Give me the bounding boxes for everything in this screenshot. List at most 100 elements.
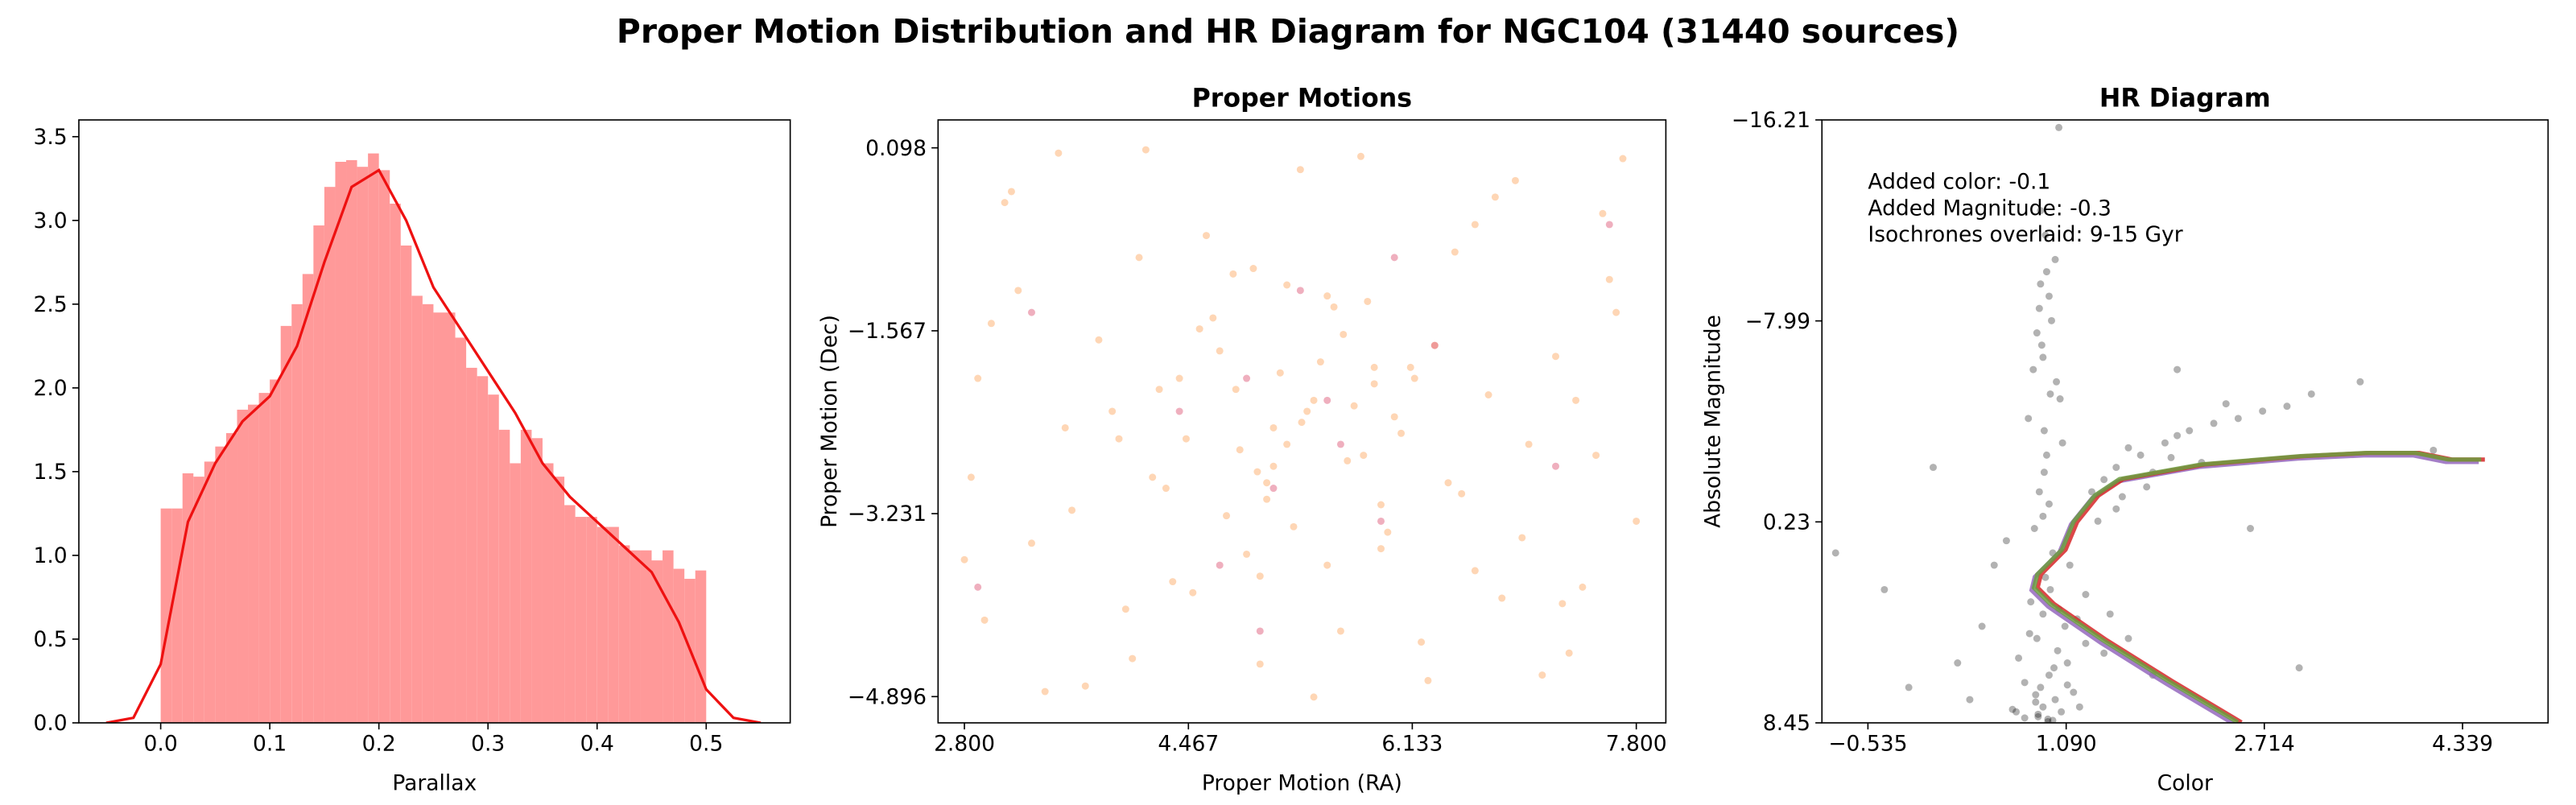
y-tick-label: −7.99 xyxy=(1745,309,1810,334)
point xyxy=(2174,365,2182,374)
bar xyxy=(608,526,619,723)
annotation: Added Magnitude: -0.3 xyxy=(1868,196,2111,221)
bar xyxy=(444,312,456,723)
y-tick-label: 2.5 xyxy=(34,292,68,317)
point xyxy=(2015,654,2023,662)
point xyxy=(1055,149,1063,157)
point xyxy=(2050,664,2058,672)
bar xyxy=(586,517,597,723)
point xyxy=(2161,439,2169,447)
point xyxy=(2025,630,2033,638)
bar xyxy=(204,461,216,723)
panel: 2.800 4.467 6.133 7.800 0.098 −1.567 −3.231 −4.… xyxy=(817,85,1667,796)
point xyxy=(1007,188,1015,196)
point xyxy=(1283,281,1291,289)
y-tick-label: 0.0 xyxy=(34,711,68,736)
bar xyxy=(400,246,412,723)
bar xyxy=(510,463,521,723)
point xyxy=(2040,469,2048,477)
point xyxy=(1027,308,1035,316)
bar xyxy=(378,170,390,723)
point xyxy=(2021,679,2029,687)
point xyxy=(1310,693,1318,701)
point xyxy=(2013,708,2021,716)
point xyxy=(1336,440,1344,448)
point xyxy=(2033,634,2041,642)
bar xyxy=(237,409,249,723)
point xyxy=(1155,386,1163,394)
bar xyxy=(225,433,237,723)
point xyxy=(1149,473,1157,481)
point xyxy=(2002,537,2010,545)
point xyxy=(2042,268,2050,276)
y-tick-label: −1.567 xyxy=(848,319,927,344)
axes-frame xyxy=(78,119,791,724)
point xyxy=(1364,297,1372,305)
x-tick-label: 4.467 xyxy=(1158,732,1219,757)
y-tick-label: 0.23 xyxy=(1763,510,1810,535)
point xyxy=(1243,550,1251,558)
x-axis-label: Color xyxy=(2157,771,2213,796)
point xyxy=(1209,314,1217,322)
point xyxy=(960,555,968,564)
point xyxy=(2075,703,2083,711)
point xyxy=(1498,594,1506,602)
point xyxy=(2042,451,2050,459)
point xyxy=(1310,396,1318,404)
bar xyxy=(630,550,641,723)
point xyxy=(2259,407,2267,415)
point xyxy=(2045,292,2053,300)
point xyxy=(2118,493,2126,501)
y-tick-label: 3.0 xyxy=(34,208,68,233)
bar xyxy=(663,550,674,723)
point xyxy=(1303,407,1311,415)
point xyxy=(2040,427,2048,435)
point xyxy=(2283,402,2291,411)
point xyxy=(1203,232,1210,240)
bar xyxy=(357,167,369,723)
bar xyxy=(640,550,652,723)
y-tick-label: 2.0 xyxy=(34,376,68,401)
point xyxy=(1377,545,1385,553)
bar xyxy=(193,477,204,723)
point xyxy=(1243,374,1251,382)
point xyxy=(2032,691,2040,699)
y-tick-label: 0.098 xyxy=(865,136,927,161)
point xyxy=(1290,522,1298,530)
point xyxy=(1323,292,1331,300)
bar xyxy=(651,560,663,723)
point xyxy=(1552,462,1559,470)
point xyxy=(1558,600,1567,608)
point xyxy=(2112,505,2120,513)
point xyxy=(2082,639,2090,647)
point xyxy=(1298,419,1306,427)
point xyxy=(1605,275,1613,283)
axes-frame xyxy=(937,119,1667,724)
point xyxy=(1296,166,1304,174)
point xyxy=(1229,270,1237,278)
bar xyxy=(477,376,489,723)
point xyxy=(2044,715,2052,723)
bar xyxy=(520,429,532,723)
point xyxy=(1397,429,1406,437)
point xyxy=(2045,500,2053,508)
point xyxy=(1141,146,1150,154)
point xyxy=(2021,714,2029,722)
point xyxy=(1633,517,1641,525)
point xyxy=(2234,415,2242,423)
bar xyxy=(248,404,259,723)
point xyxy=(2058,708,2066,716)
x-axis-label: Parallax xyxy=(392,771,477,796)
point xyxy=(1605,221,1613,229)
point xyxy=(2034,712,2042,720)
point xyxy=(2051,255,2059,263)
point xyxy=(1135,254,1143,262)
point xyxy=(1263,479,1271,487)
point xyxy=(1418,638,1426,646)
y-axis-label: Proper Motion (Dec) xyxy=(817,315,842,528)
point xyxy=(2124,444,2132,452)
bar xyxy=(531,438,543,723)
point xyxy=(1014,287,1022,295)
point xyxy=(1001,199,1009,207)
